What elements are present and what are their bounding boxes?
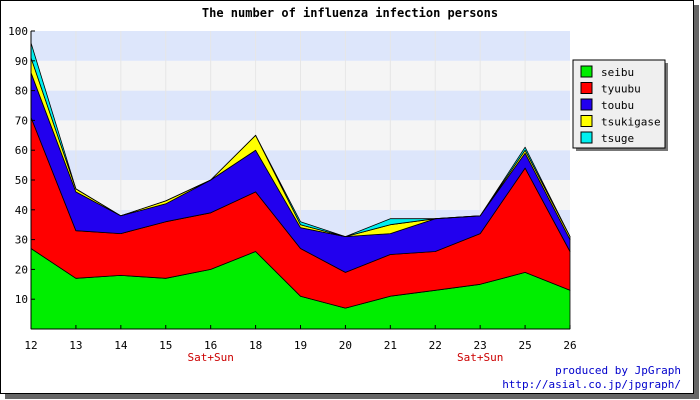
y-tick-label: 30 xyxy=(15,234,28,247)
y-tick-label: 60 xyxy=(15,144,28,157)
x-axis-ticks: 12 13 14 15 16 18 19 20 21 22 23 25 26 xyxy=(24,325,577,352)
x-tick-label: 25 xyxy=(518,339,531,352)
y-tick-label: 90 xyxy=(15,55,28,68)
x-tick-label: 23 xyxy=(474,339,487,352)
x-tick-label: 19 xyxy=(294,339,307,352)
y-tick-label: 70 xyxy=(15,114,28,127)
x-tick-label: 12 xyxy=(24,339,37,352)
y-tick-label: 10 xyxy=(15,293,28,306)
x-annotation: Sat+Sun xyxy=(457,351,503,364)
legend-label-tyuubu: tyuubu xyxy=(601,83,641,96)
credit-link[interactable]: http://asial.co.jp/jpgraph/ xyxy=(502,378,681,391)
legend-label-toubu: toubu xyxy=(601,99,634,112)
chart-frame: The number of influenza infection person… xyxy=(0,0,694,394)
y-tick-label: 50 xyxy=(15,174,28,187)
chart-title: The number of influenza infection person… xyxy=(202,6,498,20)
x-annotation: Sat+Sun xyxy=(187,351,233,364)
y-tick-label: 100 xyxy=(8,25,28,38)
legend-label-tsukigase: tsukigase xyxy=(601,116,661,129)
chart-svg: The number of influenza infection person… xyxy=(8,6,668,364)
x-tick-label: 21 xyxy=(384,339,397,352)
x-tick-label: 26 xyxy=(563,339,576,352)
x-tick-label: 14 xyxy=(114,339,128,352)
legend-label-tsuge: tsuge xyxy=(601,132,634,145)
x-annotations: Sat+Sun Sat+Sun xyxy=(187,351,503,364)
area-series xyxy=(30,42,571,330)
credit-line-1: produced by JpGraph xyxy=(555,364,681,377)
legend: seibu tyuubu toubu tsukigase tsuge xyxy=(572,59,668,151)
x-tick-label: 13 xyxy=(69,339,82,352)
y-tick-label: 40 xyxy=(15,204,28,217)
x-tick-label: 20 xyxy=(339,339,352,352)
x-tick-label: 16 xyxy=(204,339,217,352)
legend-swatch-tsuge xyxy=(580,131,593,144)
legend-swatch-tsukigase xyxy=(580,115,593,127)
legend-swatch-toubu xyxy=(580,98,593,111)
y-tick-label: 20 xyxy=(15,263,28,276)
y-tick-label: 80 xyxy=(15,85,28,98)
x-tick-label: 15 xyxy=(159,339,172,352)
x-tick-label: 18 xyxy=(249,339,262,352)
legend-swatch-seibu xyxy=(580,65,593,78)
legend-label-seibu: seibu xyxy=(601,66,634,79)
x-tick-label: 22 xyxy=(429,339,442,352)
y-axis-ticks: 10 20 30 40 50 60 70 80 90 100 xyxy=(8,25,35,306)
area-tsuge xyxy=(30,42,571,237)
legend-swatch-tyuubu xyxy=(580,82,593,94)
